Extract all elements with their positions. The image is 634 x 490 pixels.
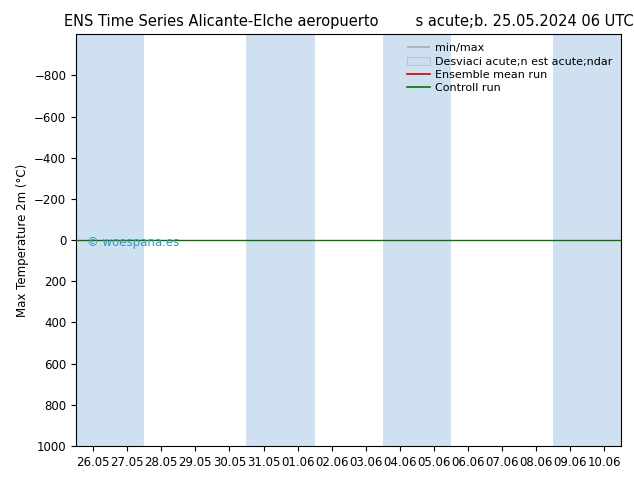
Bar [383, 34, 417, 446]
Bar [587, 34, 621, 446]
Bar [178, 34, 212, 446]
Bar [212, 34, 247, 446]
Bar [280, 34, 314, 446]
Title: ENS Time Series Alicante-Elche aeropuerto        s acute;b. 25.05.2024 06 UTC: ENS Time Series Alicante-Elche aeropuert… [64, 14, 633, 29]
Bar [144, 34, 178, 446]
Bar [110, 34, 144, 446]
Y-axis label: Max Temperature 2m (°C): Max Temperature 2m (°C) [16, 164, 29, 317]
Bar [417, 34, 451, 446]
Bar [247, 34, 280, 446]
Text: © woespana.es: © woespana.es [87, 236, 179, 248]
Bar [314, 34, 349, 446]
Legend: min/max, Desviaci acute;n est acute;ndar, Ensemble mean run, Controll run: min/max, Desviaci acute;n est acute;ndar… [404, 40, 616, 97]
Bar [485, 34, 519, 446]
Bar [553, 34, 587, 446]
Bar [349, 34, 383, 446]
Bar [76, 34, 110, 446]
Bar [519, 34, 553, 446]
Bar [451, 34, 485, 446]
